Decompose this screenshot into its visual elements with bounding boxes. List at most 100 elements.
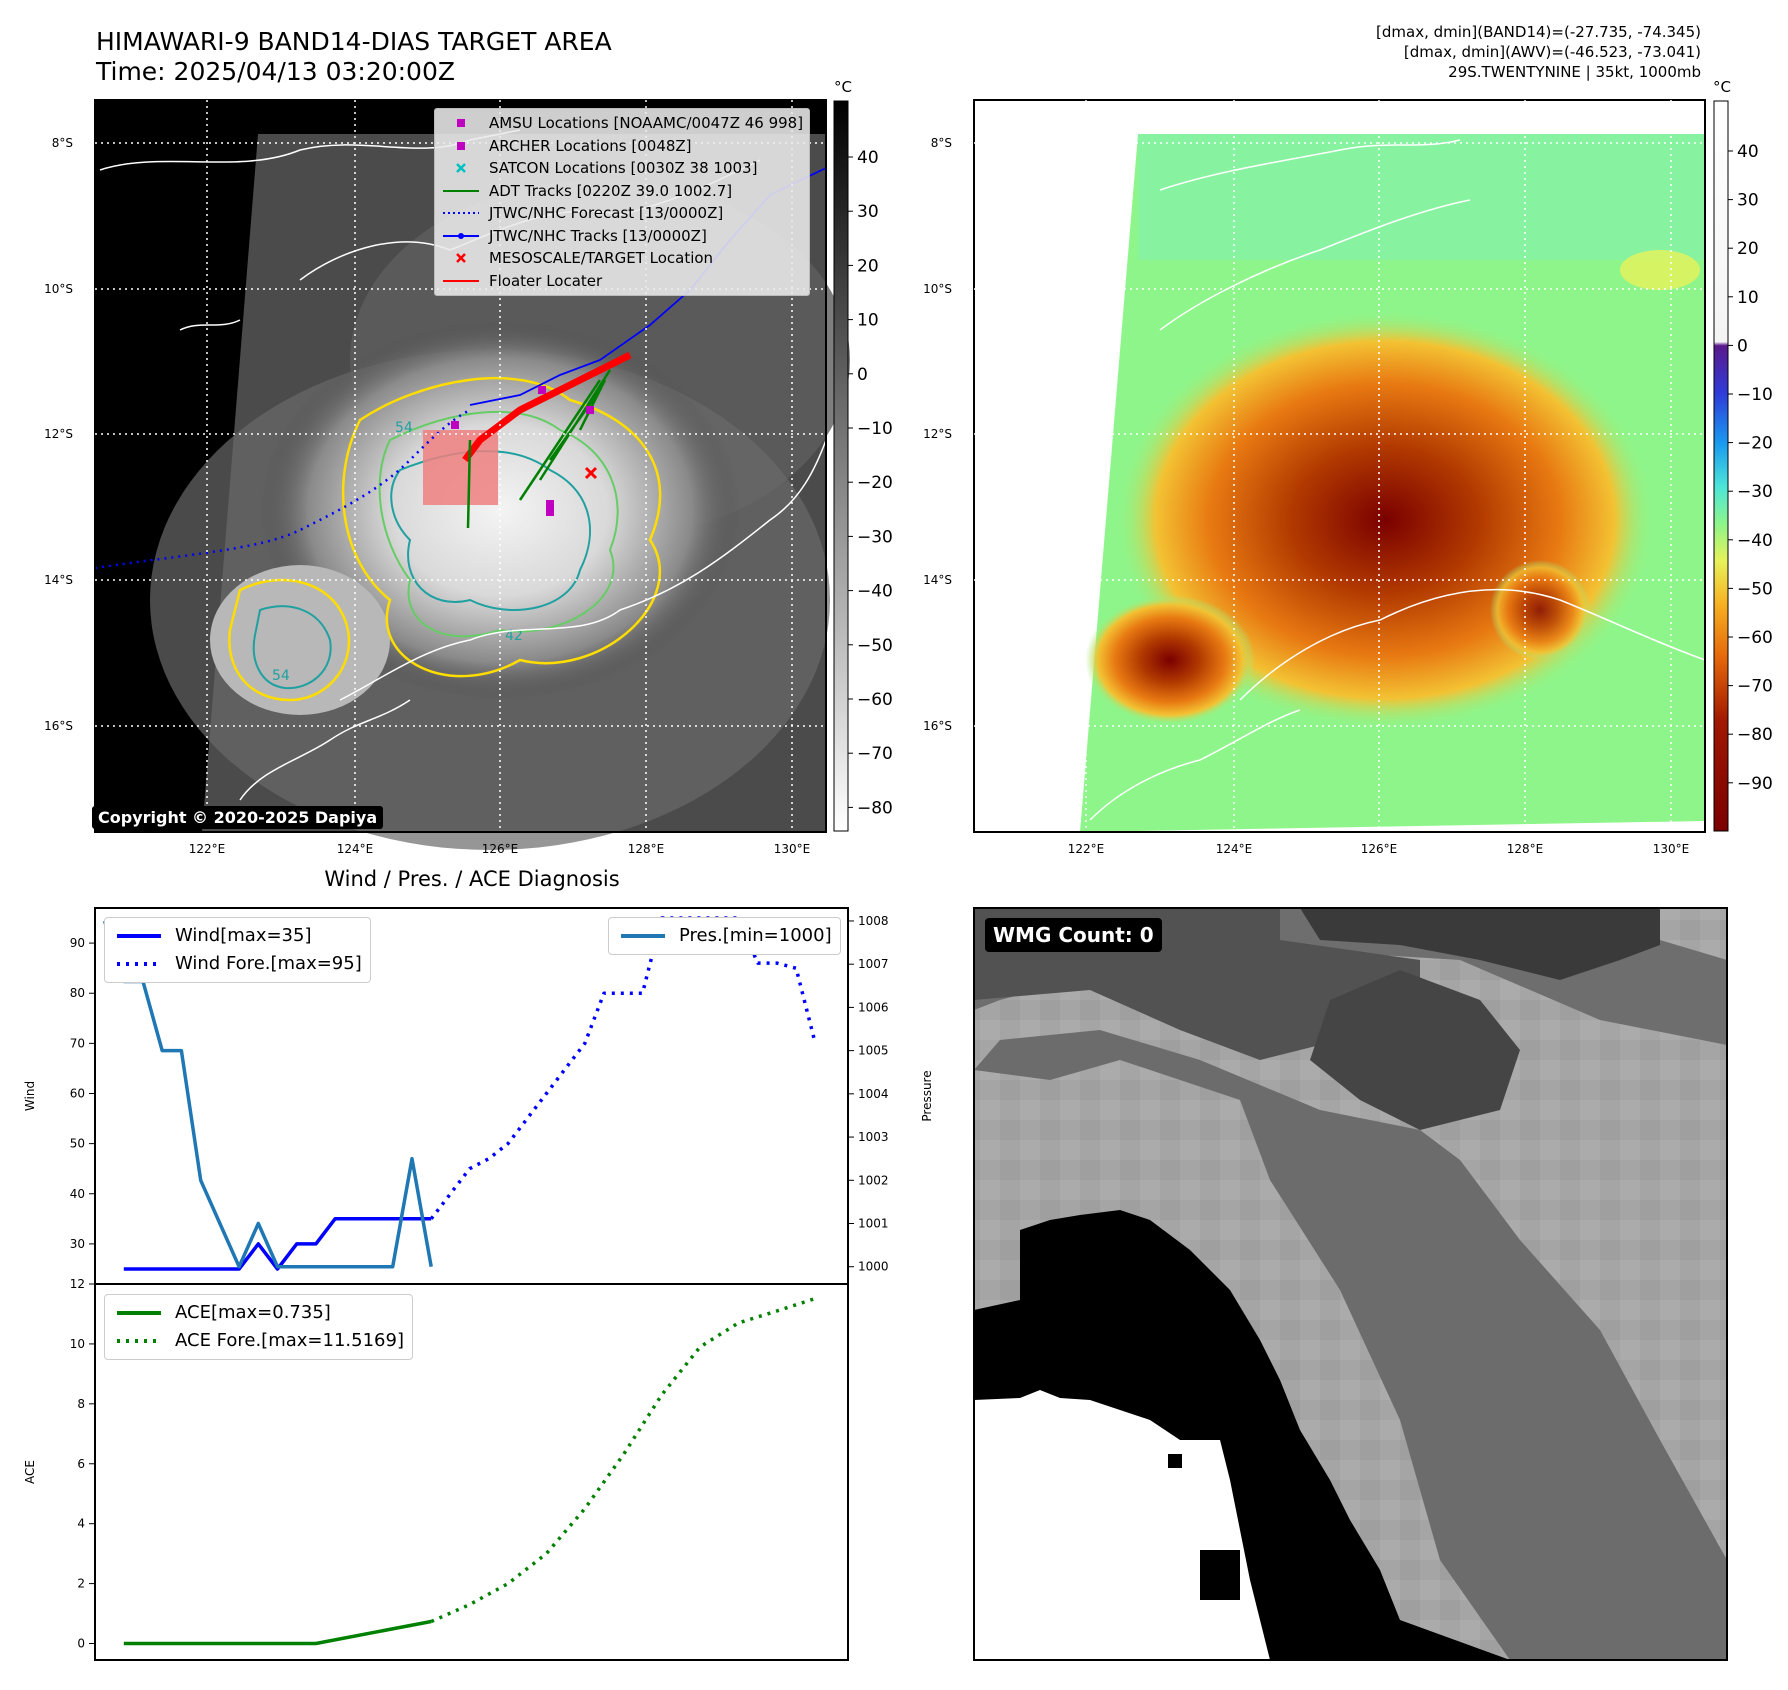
warm-cluster-ne [1620, 250, 1700, 290]
amsu-marker-2 [538, 386, 546, 394]
map-bw-axis-labels: 8°S 10°S 12°S 14°S 16°S 122°E 124°E 126°E 128°E 1… [44, 136, 810, 856]
ace-tick-label: 2 [77, 1577, 85, 1591]
lat-label: 10°S [923, 282, 952, 296]
page-subtitle-time: Time: 2025/04/13 03:20:00Z [96, 57, 455, 86]
colorbar-tick-label: −50 [1737, 579, 1773, 599]
pressure-tick-label: 1006 [858, 1000, 889, 1014]
ace-tick-label: 10 [70, 1337, 85, 1351]
colorbar-tick-label: −20 [857, 473, 893, 493]
legend-marker [441, 270, 481, 292]
legend-label: SATCON Locations [0030Z 38 1003] [489, 159, 758, 177]
series-line [102, 920, 433, 1269]
hot-cluster-west [1085, 595, 1255, 725]
lat-label: 12°S [44, 427, 73, 441]
map-legend-item: SATCON Locations [0030Z 38 1003] [441, 157, 803, 180]
lon-label: 124°E [337, 842, 374, 856]
wmg-black-notch [1200, 1550, 1240, 1600]
ace-legend: ACE[max=0.735] ACE Fore.[max=11.5169] [104, 1294, 413, 1360]
map-color-axis-labels: 8°S 10°S 12°S 14°S 16°S 122°E 124°E 126°E 128°E 1… [923, 136, 1689, 856]
lon-label: 128°E [628, 842, 665, 856]
colorbar-tick-label: −20 [1737, 434, 1773, 454]
legend-ace-forecast: ACE Fore.[max=11.5169] [113, 1327, 404, 1355]
cloud-cluster-west [210, 565, 390, 715]
page-title: HIMAWARI-9 BAND14-DIAS TARGET AREA [96, 27, 612, 56]
map-legend-item: Floater Locater [441, 270, 803, 293]
pressure-axis-label: Pressure [920, 1070, 934, 1121]
legend-label: AMSU Locations [NOAAMC/0047Z 46 998] [489, 114, 804, 132]
colorbar-tick-label: 40 [857, 148, 879, 168]
lat-label: 16°S [44, 719, 73, 733]
colorbar-tick-label: −90 [1737, 774, 1773, 794]
legend-label: JTWC/NHC Tracks [13/0000Z] [489, 226, 707, 245]
archer-marker-2 [546, 500, 554, 516]
contour-west-yellow [228, 578, 351, 702]
pressure-tick-label: 1002 [858, 1173, 889, 1187]
legend-marker [441, 202, 481, 224]
lat-label: 14°S [44, 573, 73, 587]
map-legend-item: JTWC/NHC Tracks [13/0000Z] [441, 225, 803, 248]
map-legend-item: AMSU Locations [NOAAMC/0047Z 46 998] [441, 112, 803, 135]
color-coastline-timor [1159, 139, 1461, 191]
colorbar-tick-label: −60 [857, 690, 893, 710]
lon-label: 122°E [189, 842, 226, 856]
coastline-timor [99, 129, 521, 171]
wmg-panel [973, 907, 1728, 1661]
legend-pressure: Pres.[min=1000] [617, 922, 832, 950]
pressure-tick-label: 1007 [858, 957, 889, 971]
amsu-marker-1 [451, 421, 459, 429]
legend-ace-forecast-label: ACE Fore.[max=11.5169] [175, 1330, 404, 1351]
wind-tick-label: 90 [70, 936, 85, 950]
ace-tick-label: 8 [77, 1397, 85, 1411]
header-storm-info: 29S.TWENTYNINE | 35kt, 1000mb [1448, 63, 1701, 81]
map-legend: AMSU Locations [NOAAMC/0047Z 46 998] ARCH… [434, 108, 811, 296]
copyright-badge: Copyright © 2020-2025 Dapiya [92, 806, 384, 829]
header-dmax-band14: [dmax, dmin](BAND14)=(-27.735, -74.345) [1376, 23, 1701, 41]
colorbar-tick-label: −80 [1737, 725, 1773, 745]
map-color-frame [973, 99, 1706, 833]
pressure-tick-label: 1005 [858, 1044, 889, 1058]
colorbar-tick-label: −40 [857, 582, 893, 602]
colorbar-tick-label: −80 [857, 798, 893, 818]
colorbar-tick-label: −70 [857, 744, 893, 764]
ace-tick-label: 4 [77, 1517, 85, 1531]
wmg-dark-blob [1310, 970, 1520, 1130]
ace-series: 0 2 4 6 8 10 12 [70, 1277, 816, 1651]
map-color-panel [973, 99, 1706, 833]
legend-label: Floater Locater [489, 271, 603, 290]
colorbar-tick-label: 10 [1737, 288, 1759, 308]
wind-tick-label: 50 [70, 1137, 85, 1151]
lon-label: 126°E [482, 842, 519, 856]
pressure-legend: Pres.[min=1000] [608, 917, 841, 955]
map-legend-item: ADT Tracks [0220Z 39.0 1002.7] [441, 180, 803, 203]
colorbar-tick-label: 20 [1737, 239, 1759, 259]
legend-wind-label: Wind[max=35] [175, 925, 312, 946]
legend-marker [441, 157, 481, 179]
lon-label: 130°E [1653, 842, 1690, 856]
lon-label: 130°E [774, 842, 811, 856]
ace-tick-label: 12 [70, 1277, 85, 1291]
jtwc-forecast-track [94, 408, 471, 570]
colorbar-gray-ticks: 40 30 20 10 0 −10 −20 −30 −40 −50 −60 −70 −80 [848, 148, 893, 818]
contour-teal [390, 450, 591, 611]
legend-label: JTWC/NHC Forecast [13/0000Z] [489, 204, 724, 222]
wind-legend: Wind[max=35] Wind Fore.[max=95] [104, 917, 371, 983]
header-dmax-awv: [dmax, dmin](AWV)=(-46.523, -73.041) [1403, 43, 1701, 61]
colorbar-tick-label: −40 [1737, 531, 1773, 551]
ace-tick-label: 0 [77, 1637, 85, 1651]
colorbar-color-unit: °C [1713, 78, 1731, 96]
pressure-tick-label: 1008 [858, 914, 889, 928]
color-coastline-kimberley [1089, 709, 1301, 821]
legend-ace: ACE[max=0.735] [113, 1299, 404, 1327]
legend-wind-forecast-label: Wind Fore.[max=95] [175, 953, 362, 974]
legend-marker [441, 135, 481, 157]
colorbar-gray [833, 100, 849, 832]
legend-ace-label: ACE[max=0.735] [175, 1302, 331, 1323]
colorbar-gray-unit: °C [834, 78, 852, 96]
map-legend-item: ARCHER Locations [0048Z] [441, 135, 803, 158]
lat-label: 8°S [52, 136, 73, 150]
ace-tick-label: 6 [77, 1457, 85, 1471]
pressure-tick-label: 1001 [858, 1216, 889, 1230]
colorbar-tick-label: 30 [857, 202, 879, 222]
lat-label: 16°S [923, 719, 952, 733]
target-location-marker [584, 466, 598, 480]
